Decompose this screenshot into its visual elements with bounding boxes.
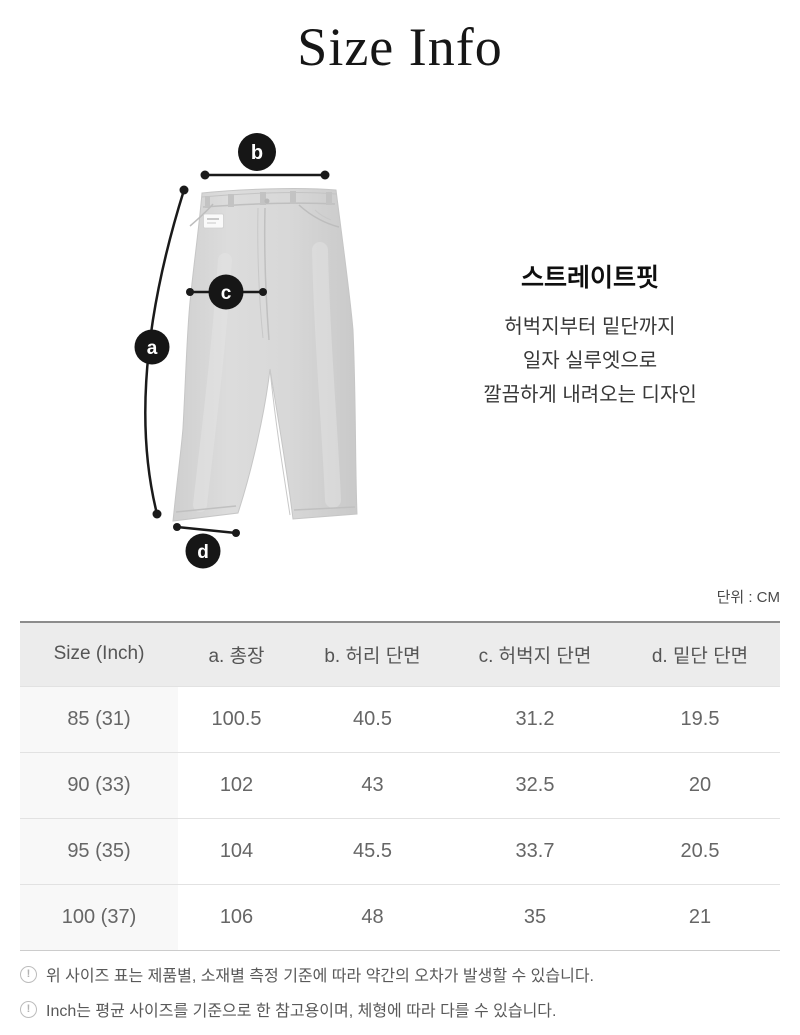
measurement-cell: 43 xyxy=(361,773,384,796)
size-table-body: 85 (31) 100.5 40.5 31.2 19.5 90 (33) 102 43 32.5… xyxy=(20,686,780,950)
marker-d-hem: d xyxy=(173,523,240,569)
marker-c-label: c xyxy=(221,283,232,304)
marker-c-thigh: c xyxy=(186,274,267,310)
exclamation-circle-icon xyxy=(20,965,37,983)
exclamation-circle-icon xyxy=(20,1000,37,1018)
measurement-cell: 20.5 xyxy=(680,839,720,862)
column-header-c-thigh: c. 허벅지 단면 xyxy=(450,622,620,686)
table-row: 100 (37) 106 48 35 21 xyxy=(20,884,780,950)
jeans-measurement-diagram: b a c d xyxy=(134,133,358,569)
marker-a-length: a xyxy=(134,185,189,519)
measurement-cell: 31.2 xyxy=(515,707,555,730)
size-table-header: Size (Inch) a. 총장 b. 허리 단면 c. 허벅지 단면 d. … xyxy=(20,622,780,686)
jeans-illustration xyxy=(172,188,358,522)
table-row: 95 (35) 104 45.5 33.7 20.5 xyxy=(20,818,780,884)
measurement-cell: 45.5 xyxy=(353,839,392,862)
marker-d-label: d xyxy=(197,542,209,563)
marker-b-label: b xyxy=(251,142,263,164)
table-row: 90 (33) 102 43 32.5 20 xyxy=(20,752,780,818)
measurement-cell: 21 xyxy=(688,905,712,928)
marker-a-label: a xyxy=(147,338,158,359)
footnotes: 위 사이즈 표는 제품별, 소재별 측정 기준에 따라 약간의 오차가 발생할 … xyxy=(20,962,780,1032)
measurement-cell: 32.5 xyxy=(515,773,555,796)
header-row: Size (Inch) a. 총장 b. 허리 단면 c. 허벅지 단면 d. … xyxy=(20,622,780,686)
marker-b-waist: b xyxy=(200,133,330,180)
measurement-cell: 20 xyxy=(688,773,712,796)
jeans-label-patch xyxy=(203,213,224,229)
size-table: Size (Inch) a. 총장 b. 허리 단면 c. 허벅지 단면 d. … xyxy=(20,621,780,951)
footnote-item: Inch는 평균 사이즈를 기준으로 한 참고용이며, 체형에 따라 다를 수 … xyxy=(20,997,780,1021)
size-label-cell: 95 (35) xyxy=(20,818,178,884)
size-label-cell: 100 (37) xyxy=(20,884,178,950)
measurement-cell: 35 xyxy=(523,905,547,928)
footnote-text: Inch는 평균 사이즈를 기준으로 한 참고용이며, 체형에 따라 다를 수 … xyxy=(46,1003,557,1020)
measurement-cell: 102 xyxy=(219,773,254,796)
footnote-text: 위 사이즈 표는 제품별, 소재별 측정 기준에 따라 약간의 오차가 발생할 … xyxy=(46,968,594,985)
column-header-d-hem: d. 밑단 단면 xyxy=(620,622,780,686)
column-header-size: Size (Inch) xyxy=(20,622,178,686)
fit-description-line: 허벅지부터 밑단까지 xyxy=(504,316,676,338)
measurement-cell: 40.5 xyxy=(353,707,392,730)
measurement-cell: 104 xyxy=(219,839,254,862)
fit-headline: 스트레이트핏 xyxy=(520,264,659,292)
measurement-cell: 106 xyxy=(219,905,254,928)
unit-label: 단위 : CM xyxy=(716,589,780,606)
footnote-item: 위 사이즈 표는 제품별, 소재별 측정 기준에 따라 약간의 오차가 발생할 … xyxy=(20,962,780,986)
measurement-cell: 48 xyxy=(361,905,384,928)
table-row: 85 (31) 100.5 40.5 31.2 19.5 xyxy=(20,686,780,752)
measurement-cell: 33.7 xyxy=(515,839,555,862)
measurement-cell: 19.5 xyxy=(680,707,720,730)
size-label-cell: 90 (33) xyxy=(20,752,178,818)
size-label-cell: 85 (31) xyxy=(20,686,178,752)
measurement-cell: 100.5 xyxy=(211,707,262,730)
fit-description-line: 일자 실루엣으로 xyxy=(522,350,658,372)
fit-description-line: 깔끔하게 내려오는 디자인 xyxy=(483,384,697,406)
column-header-b-waist: b. 허리 단면 xyxy=(295,622,450,686)
column-header-a-length: a. 총장 xyxy=(178,622,295,686)
page-title: Size Info xyxy=(297,17,503,77)
fit-description: 스트레이트핏 허벅지부터 밑단까지 일자 실루엣으로 깔끔하게 내려오는 디자인 xyxy=(440,258,740,412)
